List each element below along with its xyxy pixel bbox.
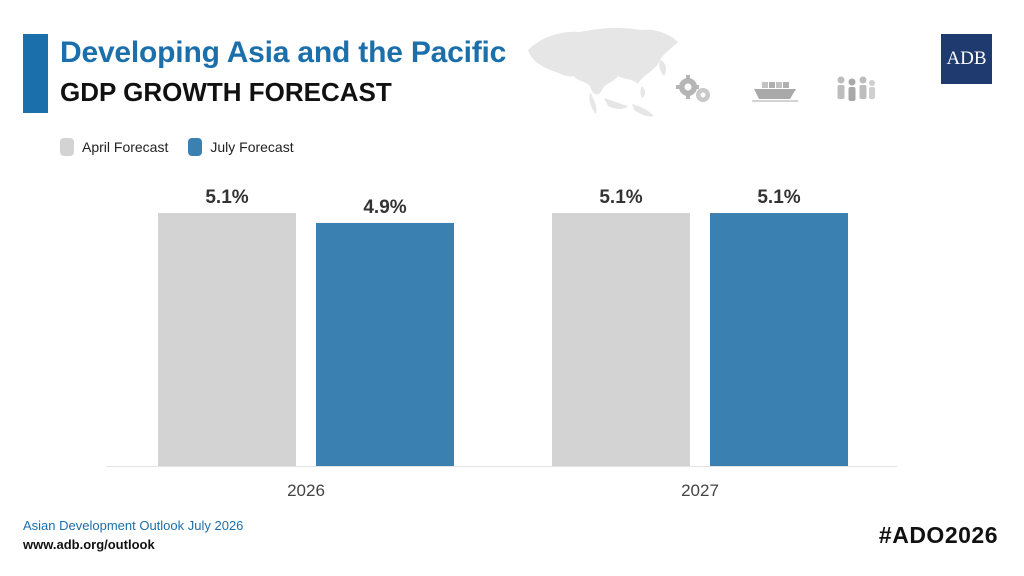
chart-legend: April Forecast July Forecast (60, 137, 314, 157)
gears-money-icon (676, 75, 710, 102)
data-label-2027-july: 5.1% (757, 187, 800, 208)
x-tick-label-2026: 2026 (287, 481, 325, 500)
footer-publication-title: Asian Development Outlook July 2026 (23, 518, 244, 533)
title-accent-bar (23, 34, 48, 113)
cargo-ship-icon (752, 82, 798, 102)
legend-swatch-july (188, 138, 203, 156)
data-label-2026-april: 5.1% (205, 187, 248, 208)
adb-logo: ADB (941, 34, 992, 84)
legend-label-april: April Forecast (82, 139, 169, 155)
people-group-icon (837, 76, 875, 101)
bar-2026-july (316, 222, 454, 466)
chart-title: Developing Asia and the Pacific (60, 36, 507, 69)
legend-item-april: April Forecast (60, 138, 168, 156)
footer-url-link[interactable]: www.adb.org/outlook (23, 537, 155, 552)
x-tick-label-2027: 2027 (681, 481, 719, 500)
legend-label-july: July Forecast (210, 139, 294, 155)
legend-item-july: July Forecast (188, 138, 294, 156)
chart-subtitle: GDP GROWTH FORECAST (60, 77, 392, 107)
data-label-2026-july: 4.9% (363, 197, 406, 218)
hashtag-label: #ADO2026 (878, 522, 998, 548)
bar-2026-april (158, 213, 296, 466)
legend-swatch-april (60, 138, 74, 156)
bar-2027-april (552, 213, 690, 466)
bar-2027-july (710, 213, 848, 466)
data-label-2027-april: 5.1% (599, 187, 642, 208)
asia-map-icon (528, 27, 678, 117)
